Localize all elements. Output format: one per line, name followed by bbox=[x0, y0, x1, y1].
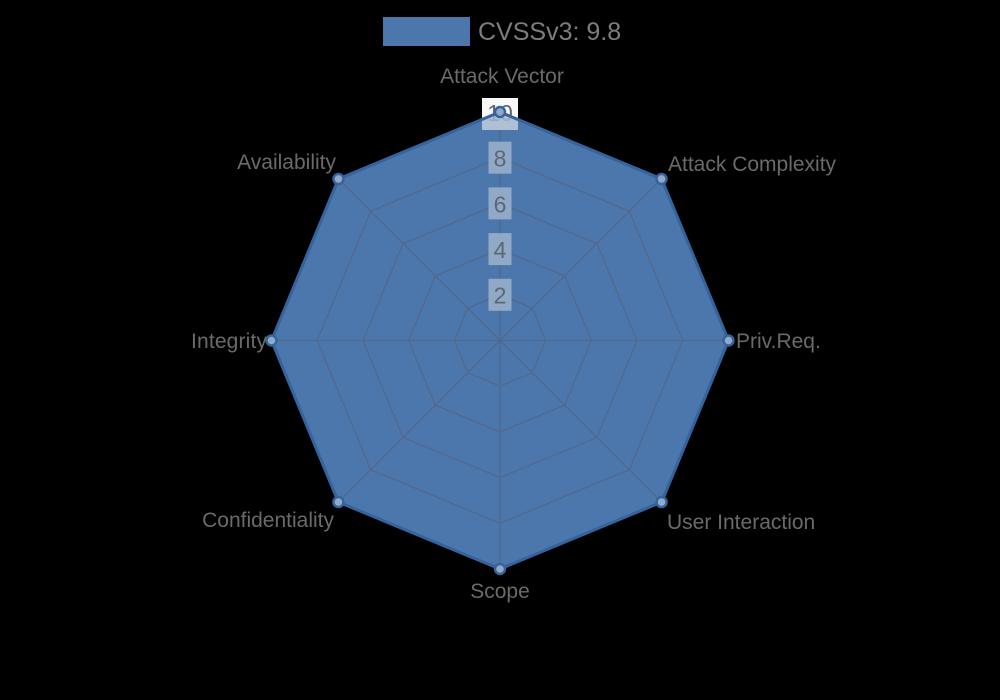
svg-text:CVSSv3: 9.8: CVSSv3: 9.8 bbox=[478, 18, 621, 46]
svg-text:User Interaction: User Interaction bbox=[667, 511, 815, 534]
svg-text:6: 6 bbox=[494, 191, 507, 217]
svg-text:Attack Complexity: Attack Complexity bbox=[668, 153, 837, 176]
svg-text:4: 4 bbox=[494, 237, 507, 263]
svg-text:Scope: Scope bbox=[470, 580, 530, 603]
svg-text:2: 2 bbox=[494, 283, 507, 309]
svg-text:Availability: Availability bbox=[237, 151, 336, 174]
svg-text:8: 8 bbox=[494, 146, 507, 172]
svg-text:Priv.Req.: Priv.Req. bbox=[736, 330, 821, 353]
svg-text:Confidentiality: Confidentiality bbox=[202, 509, 334, 532]
svg-text:Attack Vector: Attack Vector bbox=[440, 65, 564, 88]
svg-text:Integrity: Integrity bbox=[191, 330, 268, 353]
